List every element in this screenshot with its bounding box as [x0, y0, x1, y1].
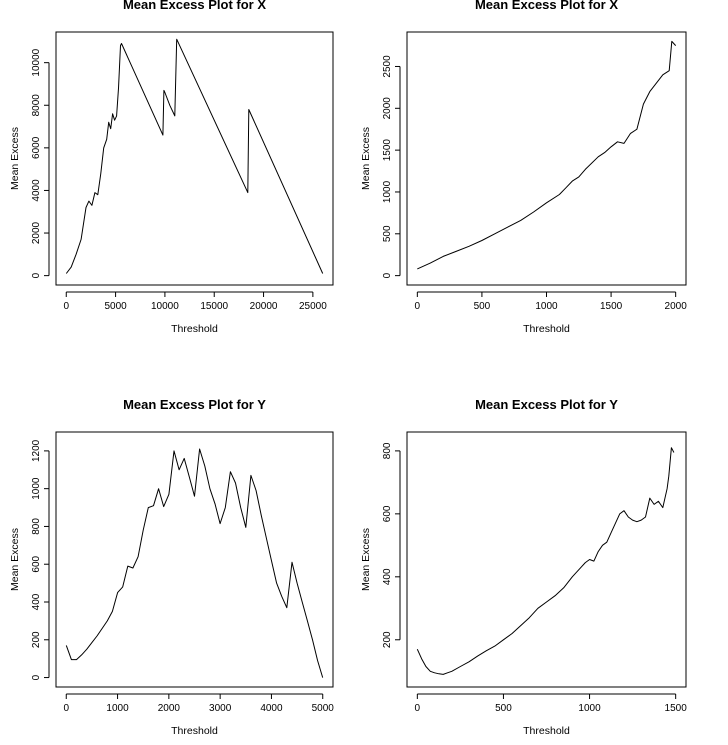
y-tick-label: 600 — [382, 505, 393, 522]
y-tick-label: 8000 — [31, 94, 42, 117]
x-tick-label: 10000 — [151, 301, 179, 312]
x-tick-label: 3000 — [209, 703, 232, 714]
chart-panel-x-truncated: Mean Excess Plot for X 0 500 1000 1500 2000 Th… — [360, 0, 687, 335]
y-tick-label: 600 — [31, 555, 42, 572]
chart-title: Mean Excess Plot for Y — [475, 397, 618, 412]
y-tick-label: 1000 — [382, 180, 393, 203]
x-tick-label: 1000 — [578, 703, 601, 714]
x-axis-label: Threshold — [171, 725, 218, 737]
y-tick-label: 6000 — [31, 136, 42, 159]
x-tick-label: 1500 — [600, 301, 623, 312]
series-line — [65, 38, 324, 274]
y-tick-label: 0 — [31, 674, 42, 680]
x-tick-label: 500 — [474, 301, 491, 312]
chart-title: Mean Excess Plot for Y — [123, 397, 266, 412]
plot-frame — [55, 31, 334, 286]
chart-title: Mean Excess Plot for X — [123, 0, 266, 12]
chart-panel-y-full: Mean Excess Plot for Y0 1000 2000 3000 4000 5… — [9, 397, 334, 737]
y-tick-label: 2000 — [382, 97, 393, 120]
x-tick-label: 500 — [495, 703, 512, 714]
x-tick-label: 5000 — [104, 301, 127, 312]
y-tick-label: 400 — [31, 593, 42, 610]
y-axis-label: Mean Excess — [360, 528, 372, 591]
y-tick-label: 0 — [382, 272, 393, 278]
x-axis-label: Threshold — [523, 725, 570, 737]
plot-frame — [406, 431, 687, 688]
x-tick-label: 15000 — [200, 301, 228, 312]
y-axis-label: Mean Excess — [360, 127, 372, 190]
y-tick-label: 4000 — [31, 179, 42, 202]
y-tick-label: 800 — [31, 518, 42, 535]
x-tick-label: 0 — [63, 301, 69, 312]
y-tick-label: 1200 — [31, 439, 42, 462]
y-tick-label: 0 — [31, 272, 42, 278]
chart-panel-x-full: Mean Excess Plot for X 0 5000 10000 15000 200… — [9, 0, 334, 335]
y-tick-label: 1500 — [382, 139, 393, 162]
x-tick-label: 1000 — [106, 703, 129, 714]
plot-frame — [406, 31, 687, 286]
y-tick-label: 500 — [382, 225, 393, 242]
chart-panel-y-truncated: Mean Excess Plot for Y 0 500 1000 1500 Thresh… — [360, 397, 687, 737]
y-axis-label: Mean Excess — [9, 528, 21, 591]
chart-title: Mean Excess Plot for X — [475, 0, 618, 12]
x-tick-label: 4000 — [260, 703, 283, 714]
x-axis-label: Threshold — [523, 323, 570, 335]
x-tick-label: 20000 — [250, 301, 278, 312]
y-tick-label: 2500 — [382, 55, 393, 78]
series-line — [417, 40, 677, 270]
y-tick-label: 2000 — [31, 221, 42, 244]
x-tick-label: 1500 — [665, 703, 688, 714]
y-tick-label: 10000 — [31, 48, 42, 76]
x-tick-label: 2000 — [158, 703, 181, 714]
series-line — [65, 448, 324, 678]
series-line — [416, 447, 675, 675]
y-tick-label: 800 — [382, 442, 393, 459]
x-tick-label: 5000 — [312, 703, 335, 714]
y-tick-label: 200 — [31, 631, 42, 648]
x-tick-label: 0 — [415, 703, 421, 714]
x-tick-label: 1000 — [535, 301, 558, 312]
y-axis-label: Mean Excess — [9, 127, 21, 190]
plot-frame — [55, 431, 334, 688]
y-tick-label: 200 — [382, 631, 393, 648]
y-tick-label: 400 — [382, 568, 393, 585]
y-tick-label: 1000 — [31, 477, 42, 500]
x-tick-label: 25000 — [299, 301, 327, 312]
x-tick-label: 0 — [63, 703, 69, 714]
x-axis-label: Threshold — [171, 323, 218, 335]
x-tick-label: 2000 — [665, 301, 688, 312]
x-tick-label: 0 — [415, 301, 421, 312]
